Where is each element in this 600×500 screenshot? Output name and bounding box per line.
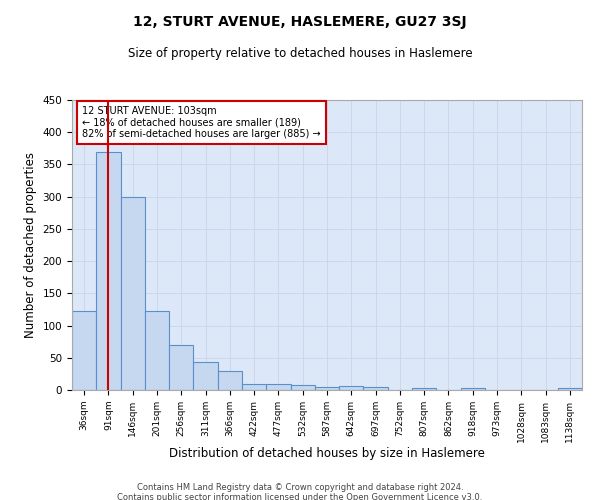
Bar [169,345,193,390]
Bar [242,384,266,390]
Bar [193,362,218,390]
Bar [339,386,364,390]
Bar [461,388,485,390]
Bar [315,387,339,390]
Bar [558,388,582,390]
Bar [218,372,242,390]
Bar [145,310,169,390]
Bar [412,388,436,390]
Y-axis label: Number of detached properties: Number of detached properties [24,152,37,338]
X-axis label: Distribution of detached houses by size in Haslemere: Distribution of detached houses by size … [169,448,485,460]
Bar [266,384,290,390]
Bar [96,152,121,390]
Text: Contains HM Land Registry data © Crown copyright and database right 2024.
Contai: Contains HM Land Registry data © Crown c… [118,482,482,500]
Bar [72,310,96,390]
Bar [290,386,315,390]
Bar [121,196,145,390]
Text: Size of property relative to detached houses in Haslemere: Size of property relative to detached ho… [128,48,472,60]
Text: 12 STURT AVENUE: 103sqm
← 18% of detached houses are smaller (189)
82% of semi-d: 12 STURT AVENUE: 103sqm ← 18% of detache… [82,106,321,139]
Bar [364,388,388,390]
Text: 12, STURT AVENUE, HASLEMERE, GU27 3SJ: 12, STURT AVENUE, HASLEMERE, GU27 3SJ [133,15,467,29]
